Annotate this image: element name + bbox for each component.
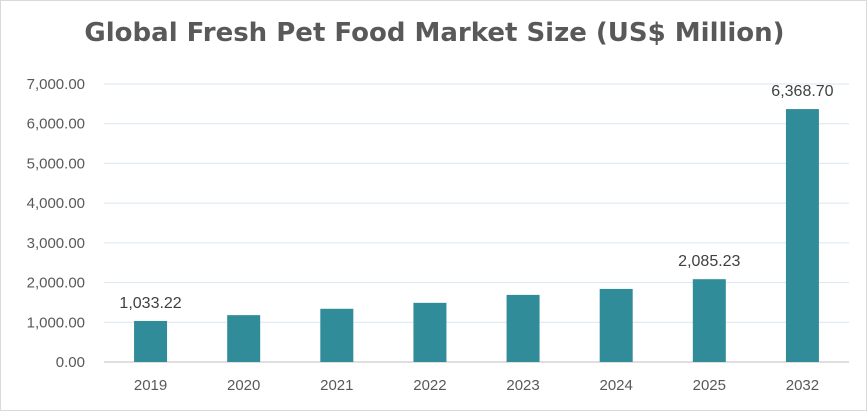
x-tick-label: 2024 [600,377,633,394]
bar [320,308,354,362]
x-tick-label: 2025 [693,377,726,394]
bar [599,288,633,362]
x-tick-label: 2021 [320,377,353,394]
bar [134,320,168,362]
x-tick-label: 2019 [134,377,167,394]
bar [506,294,540,362]
bar [413,302,447,362]
bar [785,109,819,362]
bar [227,315,261,362]
y-tick-label: 5,000.00 [27,155,85,172]
x-tick-label: 2022 [413,377,446,394]
data-label: 1,033.22 [119,295,181,312]
y-tick-label: 4,000.00 [27,195,85,212]
y-tick-label: 2,000.00 [27,275,85,292]
y-tick-label: 0.00 [56,354,85,371]
y-tick-label: 1,000.00 [27,314,85,331]
chart-title: Global Fresh Pet Food Market Size (US$ M… [84,18,785,48]
x-tick-label: 2023 [506,377,539,394]
y-tick-label: 6,000.00 [27,116,85,133]
bar [692,279,726,362]
x-tick-label: 2032 [786,377,819,394]
x-tick-label: 2020 [227,377,260,394]
data-label: 2,085.23 [678,253,740,270]
y-tick-label: 7,000.00 [27,76,85,93]
data-label: 6,368.70 [771,83,833,100]
y-tick-label: 3,000.00 [27,235,85,252]
